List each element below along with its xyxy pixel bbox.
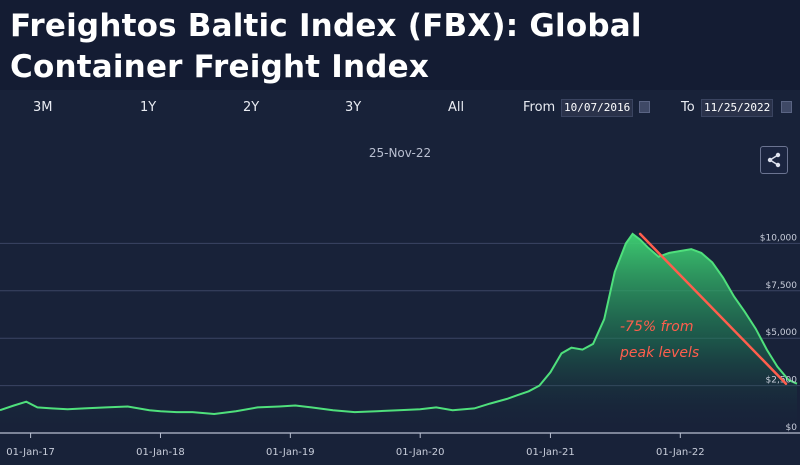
y-tick-label: $7,500	[766, 281, 798, 291]
x-tick-label: 01-Jan-19	[266, 447, 315, 458]
y-tick-label: $5,000	[766, 328, 798, 338]
series-line	[0, 232, 798, 416]
x-tick-label: 01-Jan-17	[6, 447, 55, 458]
x-tick-label: 01-Jan-21	[526, 447, 575, 458]
to-calendar-icon[interactable]	[781, 101, 792, 113]
share-icon	[767, 152, 781, 168]
annotation-text-line2: peak levels	[619, 345, 699, 361]
share-button[interactable]	[760, 146, 788, 174]
range-button-2y[interactable]: 2Y	[243, 100, 260, 115]
y-tick-label: $10,000	[760, 233, 797, 243]
page-title: Freightos Baltic Index (FBX): Global Con…	[10, 8, 642, 85]
annotation-text-line1: -75% from	[620, 319, 694, 335]
range-button-all[interactable]: All	[448, 100, 465, 115]
chart-subtitle: 25-Nov-22	[368, 146, 432, 160]
range-button-3m[interactable]: 3M	[33, 100, 53, 115]
from-date-input[interactable]: 10/07/2016	[561, 99, 634, 117]
series-area	[0, 233, 797, 433]
from-calendar-icon[interactable]	[639, 101, 650, 113]
peak-decline-line	[638, 232, 788, 385]
x-tick-label: 01-Jan-18	[136, 447, 185, 458]
x-tick-label: 01-Jan-22	[656, 447, 705, 458]
range-button-1y[interactable]: 1Y	[140, 100, 157, 115]
y-tick-label: $0	[786, 423, 798, 433]
to-label: To	[681, 100, 695, 115]
to-date-input[interactable]: 11/25/2022	[701, 99, 774, 117]
range-button-3y[interactable]: 3Y	[345, 100, 362, 115]
x-tick-label: 01-Jan-20	[396, 447, 445, 458]
from-label: From	[523, 100, 556, 115]
